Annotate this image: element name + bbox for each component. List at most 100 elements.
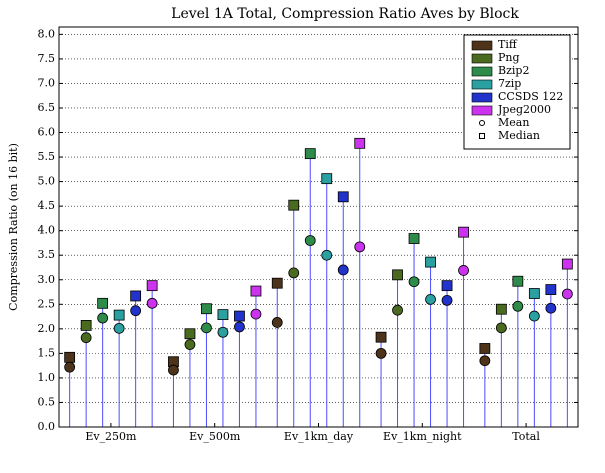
median-marker bbox=[304, 148, 316, 160]
y-tick-label: 6.5 bbox=[38, 101, 56, 114]
median-marker bbox=[217, 309, 229, 321]
mean-marker bbox=[458, 265, 469, 276]
y-tick-label: 5.0 bbox=[38, 175, 56, 188]
y-tick-label: 1.0 bbox=[38, 371, 56, 384]
mean-marker bbox=[545, 302, 557, 314]
x-tick-label: Total bbox=[512, 430, 540, 443]
mean-marker bbox=[512, 300, 524, 312]
median-marker bbox=[97, 297, 109, 309]
mean-marker bbox=[64, 361, 76, 373]
mean-marker bbox=[408, 276, 420, 288]
median-marker bbox=[80, 320, 92, 331]
legend-swatch bbox=[471, 92, 493, 103]
y-tick-label: 1.5 bbox=[38, 346, 56, 359]
mean-marker bbox=[479, 355, 491, 367]
median-marker bbox=[337, 191, 349, 203]
mean-marker bbox=[392, 304, 403, 316]
legend-label: Bzip2 bbox=[498, 64, 529, 77]
median-marker bbox=[545, 284, 557, 295]
median-marker bbox=[271, 277, 283, 289]
x-tick-label: Ev_1km_night bbox=[383, 430, 462, 443]
y-tick-label: 4.5 bbox=[38, 199, 56, 212]
median-marker bbox=[64, 351, 76, 363]
median-marker bbox=[479, 343, 491, 354]
legend-label: 7zip bbox=[498, 77, 521, 90]
median-marker bbox=[392, 269, 403, 281]
y-tick-label: 3.0 bbox=[38, 273, 56, 286]
legend-label: Mean bbox=[498, 116, 529, 129]
mean-marker bbox=[495, 322, 507, 334]
mean-marker bbox=[184, 339, 196, 350]
legend-swatch bbox=[471, 105, 493, 116]
legend-label: Median bbox=[498, 129, 540, 142]
legend-label: Tiff bbox=[498, 38, 518, 51]
median-marker bbox=[288, 199, 300, 211]
mean-marker bbox=[528, 310, 540, 322]
mean-marker bbox=[130, 305, 142, 317]
median-marker bbox=[375, 331, 387, 343]
y-tick-label: 5.5 bbox=[38, 150, 56, 163]
mean-marker bbox=[441, 294, 453, 306]
median-marker bbox=[146, 280, 158, 292]
y-tick-label: 2.5 bbox=[38, 297, 56, 310]
mean-marker bbox=[304, 235, 316, 246]
y-tick-label: 4.0 bbox=[38, 224, 56, 237]
mean-marker bbox=[288, 267, 300, 279]
chart-title: Level 1A Total, Compression Ratio Aves b… bbox=[171, 6, 519, 22]
median-marker bbox=[441, 280, 453, 292]
median-marker bbox=[495, 303, 507, 315]
mean-marker bbox=[354, 241, 366, 253]
mean-marker bbox=[201, 322, 212, 334]
y-tick-label: 2.0 bbox=[38, 322, 56, 335]
y-tick-label: 0.5 bbox=[38, 395, 56, 408]
median-marker bbox=[130, 290, 142, 302]
legend-label: CCSDS 122 bbox=[498, 90, 563, 103]
x-tick-label: Ev_500m bbox=[189, 430, 241, 443]
mean-marker bbox=[337, 264, 349, 276]
mean-marker bbox=[425, 293, 436, 305]
y-tick-label: 6.0 bbox=[38, 126, 56, 139]
mean-marker bbox=[321, 249, 333, 261]
y-tick-label: 8.0 bbox=[38, 27, 56, 40]
mean-marker bbox=[168, 364, 179, 376]
median-marker bbox=[201, 303, 212, 315]
x-tick-label: Ev_250m bbox=[85, 430, 137, 443]
median-marker bbox=[425, 256, 436, 268]
mean-marker bbox=[217, 326, 229, 338]
median-marker bbox=[113, 309, 125, 321]
median-marker bbox=[250, 285, 262, 297]
median-marker bbox=[234, 310, 245, 322]
mean-marker bbox=[146, 297, 158, 309]
mean-marker bbox=[250, 308, 262, 320]
median-marker bbox=[458, 226, 469, 238]
mean-marker bbox=[113, 322, 125, 334]
x-tick-label: Ev_1km_day bbox=[284, 430, 354, 443]
plot-frame bbox=[58, 26, 579, 428]
median-marker bbox=[321, 173, 333, 185]
legend-marker bbox=[479, 120, 485, 126]
legend-swatch bbox=[471, 79, 493, 90]
mean-marker bbox=[97, 312, 109, 324]
legend-swatch bbox=[471, 53, 493, 64]
median-marker bbox=[408, 233, 420, 244]
mean-marker bbox=[375, 347, 387, 359]
median-marker bbox=[528, 288, 540, 299]
legend-marker bbox=[479, 133, 485, 139]
mean-marker bbox=[80, 332, 92, 344]
y-tick-label: 7.0 bbox=[38, 76, 56, 89]
legend-label: Jpeg2000 bbox=[497, 103, 551, 116]
legend-swatch bbox=[471, 66, 493, 77]
y-tick-label: 7.5 bbox=[38, 52, 56, 65]
y-tick-label: 3.5 bbox=[38, 248, 56, 261]
mean-marker bbox=[561, 288, 573, 300]
legend-label: Png bbox=[498, 51, 520, 64]
median-marker bbox=[184, 328, 196, 340]
y-tick-label: 0.0 bbox=[38, 420, 56, 433]
mean-marker bbox=[234, 321, 245, 333]
median-marker bbox=[354, 137, 366, 149]
median-marker bbox=[512, 275, 524, 287]
mean-marker bbox=[271, 317, 283, 328]
y-axis-label: Compression Ratio (on 16 bit) bbox=[7, 143, 20, 311]
legend-swatch bbox=[471, 40, 493, 51]
